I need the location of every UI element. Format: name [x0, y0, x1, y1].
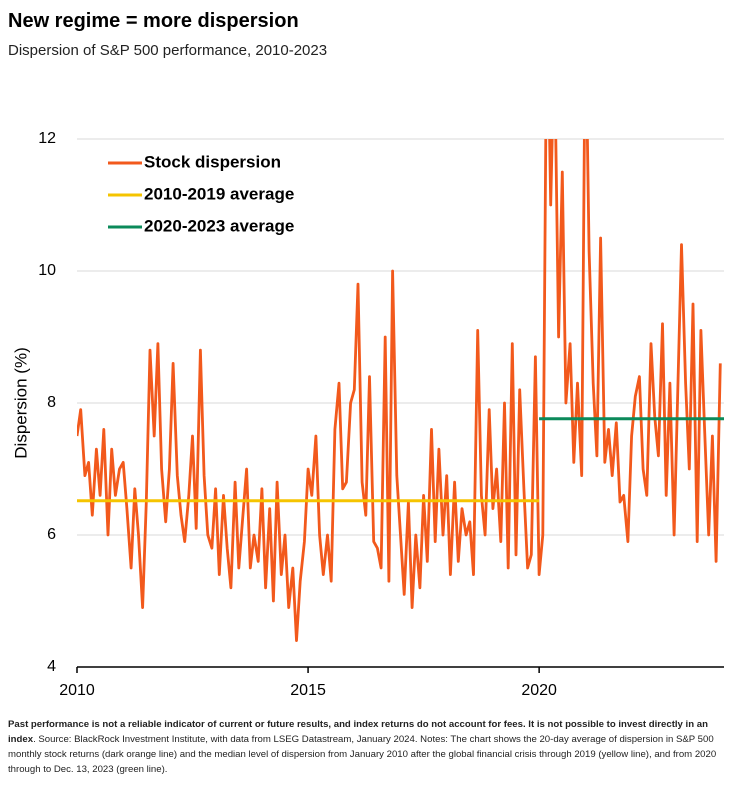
x-tick-label: 2015 [290, 682, 326, 699]
footnote-bold: Past performance is not a reliable indic… [8, 719, 708, 745]
x-tick-label: 2020 [521, 682, 557, 699]
legend-label: 2020-2023 average [144, 216, 294, 235]
footnote: Past performance is not a reliable indic… [8, 717, 738, 777]
y-tick-label: 6 [47, 526, 56, 543]
footnote-text: . Source: BlackRock Investment Institute… [8, 734, 717, 775]
series-line [77, 139, 722, 642]
plot-area [77, 139, 724, 642]
legend-label: 2010-2019 average [144, 184, 294, 203]
y-tick-label: 12 [38, 130, 56, 147]
subtitle: Dispersion of S&P 500 performance, 2010-… [8, 42, 328, 59]
y-axis-label: Dispersion (%) [11, 347, 30, 458]
y-tick-label: 8 [47, 394, 56, 411]
y-tick-label: 4 [47, 658, 56, 675]
title: New regime = more dispersion [8, 10, 299, 32]
chart: Dispersion (%) 4 6 8 10 12 2010 2015 2020 Stock … [11, 130, 724, 699]
y-tick-label: 10 [38, 262, 56, 279]
legend-label: Stock dispersion [144, 152, 281, 171]
x-tick-label: 2010 [59, 682, 95, 699]
